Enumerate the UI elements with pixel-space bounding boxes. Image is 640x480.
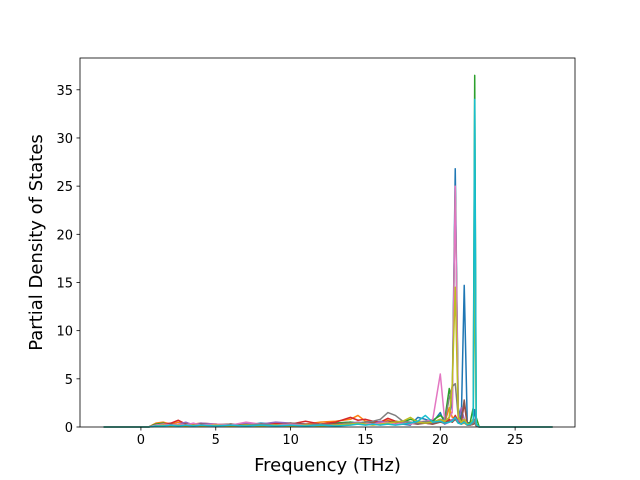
data-line [103,74,553,428]
y-tick-label: 10 [56,325,73,340]
y-tick-label: 35 [56,84,73,99]
x-tick-label: 5 [212,433,220,448]
data-line [103,262,553,428]
x-tick-label: 0 [137,433,145,448]
y-tick-label: 15 [56,276,73,291]
plot-frame [79,57,576,428]
x-tick-label: 15 [357,433,374,448]
y-tick-label: 25 [56,180,73,195]
y-tick-label: 20 [56,228,73,243]
x-tick-label: 20 [432,433,449,448]
y-tick-label: 30 [56,132,73,147]
data-line [103,168,553,428]
x-tick-label: 25 [507,433,524,448]
x-axis-label: Frequency (THz) [254,455,401,476]
x-tick-label: 10 [282,433,299,448]
data-line [103,185,553,428]
data-line [103,382,553,428]
y-tick-label: 5 [65,373,73,388]
y-tick-label: 0 [65,421,73,436]
y-axis-label: Partial Density of States [26,134,47,351]
data-line [103,98,553,428]
